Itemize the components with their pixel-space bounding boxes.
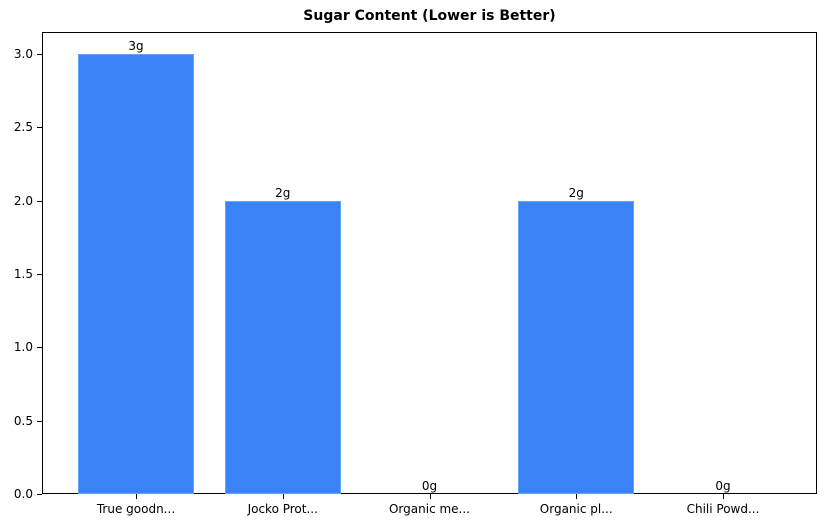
x-tick bbox=[282, 494, 284, 499]
x-tick-label: Organic pl... bbox=[539, 502, 613, 516]
y-tick bbox=[37, 347, 42, 349]
x-tick-label: Chili Powd... bbox=[686, 502, 760, 516]
y-tick bbox=[37, 494, 42, 495]
x-tick-label: Organic me... bbox=[388, 502, 470, 516]
y-tick bbox=[37, 420, 42, 422]
x-tick-label: Jocko Prot... bbox=[247, 502, 318, 516]
y-tick-label: 2.0 bbox=[13, 193, 33, 208]
y-tick bbox=[37, 200, 42, 202]
bar bbox=[224, 200, 341, 494]
bar-value-label: 3g bbox=[128, 39, 144, 53]
y-tick bbox=[37, 54, 42, 55]
y-tick-label: 2.5 bbox=[13, 120, 33, 135]
chart-title: Sugar Content (Lower is Better) bbox=[303, 8, 556, 24]
y-tick bbox=[37, 127, 42, 129]
x-tick bbox=[136, 494, 137, 499]
y-tick-label: 0.5 bbox=[13, 413, 33, 428]
bar-value-label: 2g bbox=[275, 185, 291, 200]
x-tick bbox=[429, 494, 431, 499]
y-tick bbox=[37, 274, 42, 275]
bar-value-label: 0g bbox=[421, 479, 438, 493]
y-tick-label: 0.0 bbox=[13, 487, 33, 501]
x-tick bbox=[576, 494, 578, 499]
plot-area bbox=[42, 32, 817, 494]
bar bbox=[78, 54, 194, 494]
x-tick-label: True goodn... bbox=[96, 502, 176, 516]
y-tick-label: 1.0 bbox=[13, 340, 33, 355]
y-tick-label: 3.0 bbox=[13, 47, 33, 61]
x-tick bbox=[723, 494, 724, 499]
bar-value-label: 0g bbox=[715, 479, 731, 493]
bar-value-label: 2g bbox=[568, 185, 584, 200]
y-tick-label: 1.5 bbox=[13, 267, 33, 281]
bar bbox=[518, 200, 635, 494]
